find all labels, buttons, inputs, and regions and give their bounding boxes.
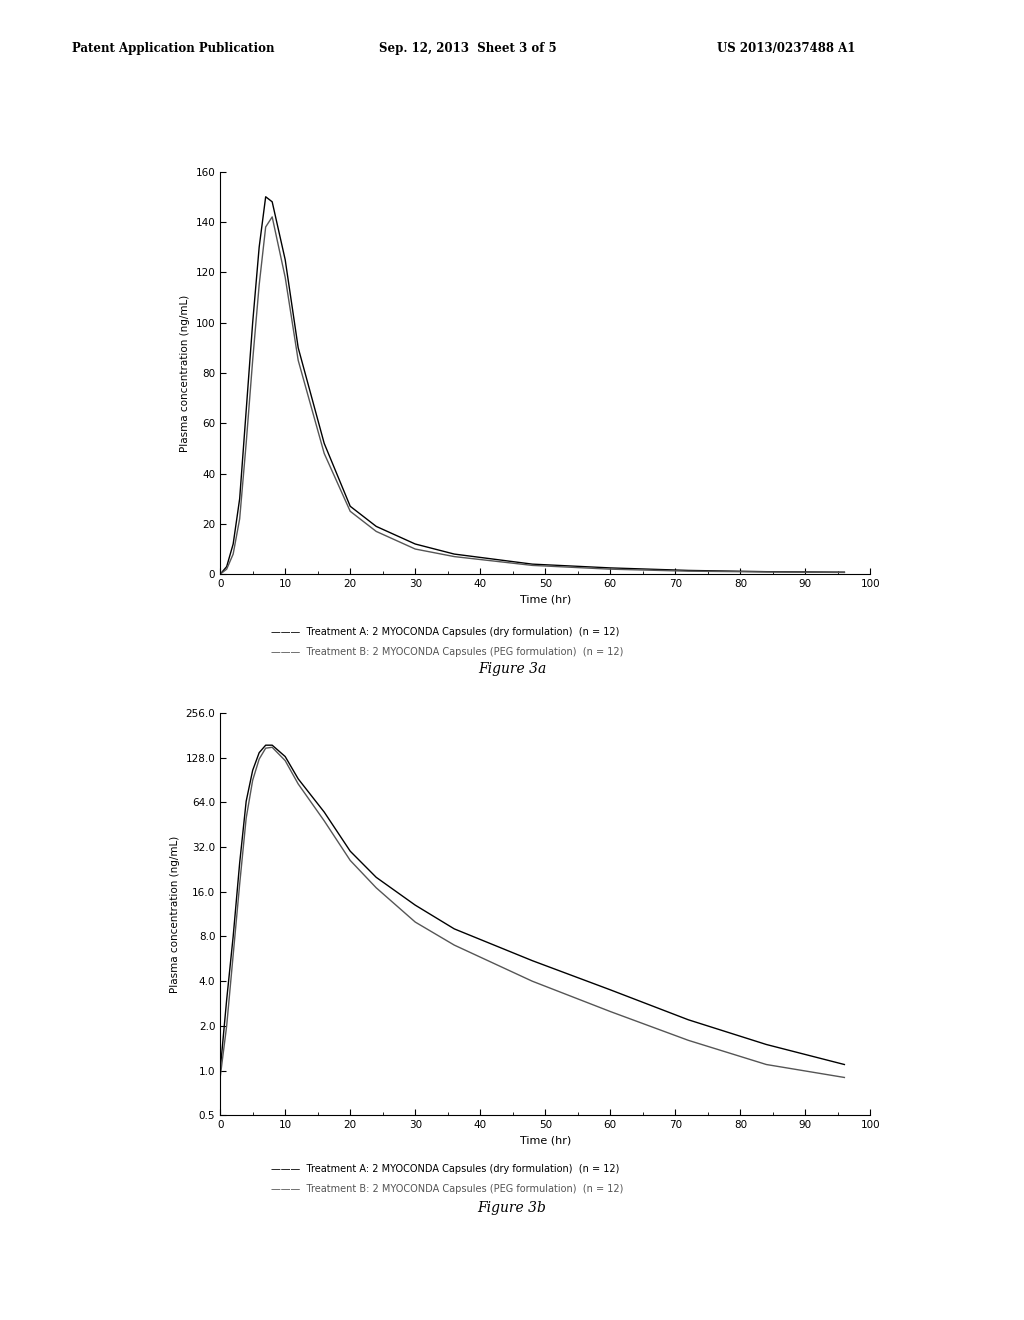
Text: ———  Treatment B: 2 MYOCONDA Capsules (PEG formulation)  (n = 12): ——— Treatment B: 2 MYOCONDA Capsules (PE… xyxy=(271,647,624,657)
X-axis label: Time (hr): Time (hr) xyxy=(519,1135,571,1146)
Text: ———  Treatment A: 2 MYOCONDA Capsules (dry formulation)  (n = 12): ——— Treatment A: 2 MYOCONDA Capsules (dr… xyxy=(271,627,620,638)
Text: ———  Treatment B: 2 MYOCONDA Capsules (PEG formulation)  (n = 12): ——— Treatment B: 2 MYOCONDA Capsules (PE… xyxy=(271,1184,624,1195)
Text: Figure 3a: Figure 3a xyxy=(478,663,546,676)
X-axis label: Time (hr): Time (hr) xyxy=(519,594,571,605)
Text: Patent Application Publication: Patent Application Publication xyxy=(72,42,274,55)
Text: Sep. 12, 2013  Sheet 3 of 5: Sep. 12, 2013 Sheet 3 of 5 xyxy=(379,42,556,55)
Text: US 2013/0237488 A1: US 2013/0237488 A1 xyxy=(717,42,855,55)
Y-axis label: Plasma concentration (ng/mL): Plasma concentration (ng/mL) xyxy=(180,294,190,451)
Text: Figure 3b: Figure 3b xyxy=(477,1201,547,1214)
Text: ———  Treatment A: 2 MYOCONDA Capsules (dry formulation)  (n = 12): ——— Treatment A: 2 MYOCONDA Capsules (dr… xyxy=(271,1164,620,1175)
Y-axis label: Plasma concentration (ng/mL): Plasma concentration (ng/mL) xyxy=(170,836,180,993)
